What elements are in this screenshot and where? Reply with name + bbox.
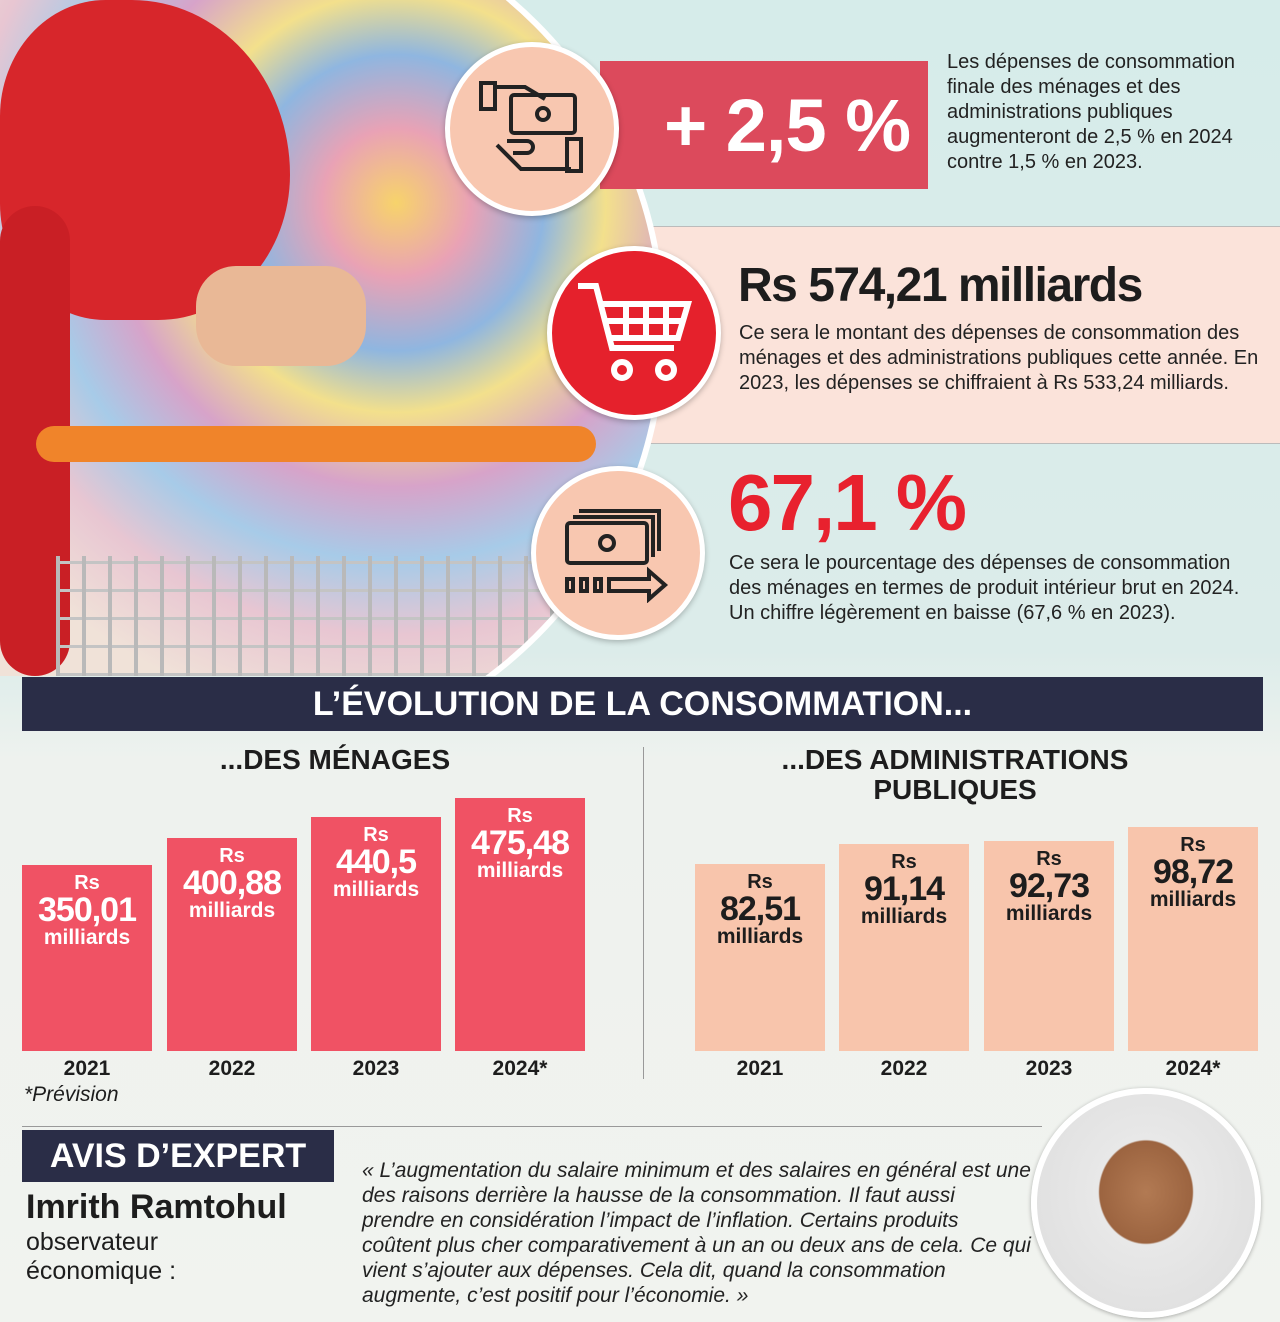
x-tick-label: 2022 xyxy=(880,1057,928,1080)
x-tick-label: 2023 xyxy=(352,1057,400,1080)
cash-arrow-icon xyxy=(531,466,705,640)
unit-label: milliards xyxy=(716,924,804,948)
unit-label: milliards xyxy=(1149,887,1237,911)
bar-value-label: 82,51 xyxy=(719,889,801,928)
x-tick-label: 2022 xyxy=(208,1057,256,1080)
unit-label: milliards xyxy=(332,877,420,901)
bar-2021: Rs 350,01 milliards xyxy=(22,864,152,1051)
expert-heading: AVIS D’EXPERT xyxy=(22,1130,334,1182)
x-tick-label: 2021 xyxy=(736,1057,784,1080)
bar-value-label: 400,88 xyxy=(183,863,282,902)
chart-title-households: ...DES MÉNAGES xyxy=(219,744,451,775)
shopping-cart-icon xyxy=(547,246,721,420)
divider xyxy=(643,747,644,1079)
currency-label: Rs xyxy=(891,851,917,874)
photo-cart-basket xyxy=(56,556,616,676)
bar-value-label: 350,01 xyxy=(38,890,137,929)
bar-value-label: 92,73 xyxy=(1008,866,1090,905)
bar-value-label: 475,48 xyxy=(471,824,570,863)
unit-label: milliards xyxy=(188,898,276,922)
bar-value-label: 98,72 xyxy=(1152,852,1234,891)
expert-quote: « L’augmentation du salaire minimum et d… xyxy=(362,1159,1031,1307)
x-tick-label: 2023 xyxy=(1025,1057,1073,1080)
stat-gdp-share-text: Ce sera le pourcentage des dépenses de c… xyxy=(729,552,1240,624)
stat-growth-value: + 2,5 % xyxy=(600,61,928,189)
photo-hand xyxy=(196,266,366,366)
unit-label: milliards xyxy=(860,905,948,929)
currency-label: Rs xyxy=(74,871,100,894)
bar-2024: Rs 98,72 milliards xyxy=(1128,826,1258,1051)
currency-label: Rs xyxy=(363,823,389,846)
divider xyxy=(22,1126,1042,1127)
currency-label: Rs xyxy=(1180,833,1206,856)
bar-2022: Rs 400,88 milliards xyxy=(167,837,297,1051)
stat-amount-value: Rs 574,21 milliards xyxy=(738,259,1143,312)
photo-cart-handle xyxy=(36,426,596,462)
expert-role: observateur économique : xyxy=(26,1228,177,1285)
bar-2023: Rs 92,73 milliards xyxy=(984,840,1114,1051)
currency-label: Rs xyxy=(1036,847,1062,870)
x-tick-label: 2024* xyxy=(492,1057,548,1080)
unit-label: milliards xyxy=(476,859,564,883)
stat-growth-text: Les dépenses de consommation finale des … xyxy=(947,51,1235,173)
unit-label: milliards xyxy=(43,925,131,949)
bar-value-label: 440,5 xyxy=(335,842,417,881)
currency-label: Rs xyxy=(507,805,533,828)
currency-label: Rs xyxy=(747,870,773,893)
bar-2024: Rs 475,48 milliards xyxy=(455,798,585,1051)
x-tick-label: 2024* xyxy=(1165,1057,1221,1080)
forecast-note: *Prévision xyxy=(24,1083,119,1106)
unit-label: milliards xyxy=(1005,901,1093,925)
money-hand-icon xyxy=(445,42,619,216)
stat-gdp-share-value: 67,1 % xyxy=(728,458,967,547)
bar-2021: Rs 82,51 milliards xyxy=(695,863,825,1051)
bar-2022: Rs 91,14 milliards xyxy=(839,844,969,1051)
expert-portrait xyxy=(1031,1088,1261,1318)
bar-value-label: 91,14 xyxy=(863,870,945,909)
bar-2023: Rs 440,5 milliards xyxy=(311,816,441,1051)
chart-title-public-admin: ...DES ADMINISTRATIONS PUBLIQUES xyxy=(781,744,1129,805)
currency-label: Rs xyxy=(219,844,245,867)
expert-name: Imrith Ramtohul xyxy=(26,1188,287,1226)
highlight-band xyxy=(622,226,1280,444)
x-tick-label: 2021 xyxy=(63,1057,111,1080)
stat-amount-text: Ce sera le montant des dépenses de conso… xyxy=(739,322,1259,394)
section-banner: L’ÉVOLUTION DE LA CONSOMMATION... xyxy=(22,677,1263,731)
